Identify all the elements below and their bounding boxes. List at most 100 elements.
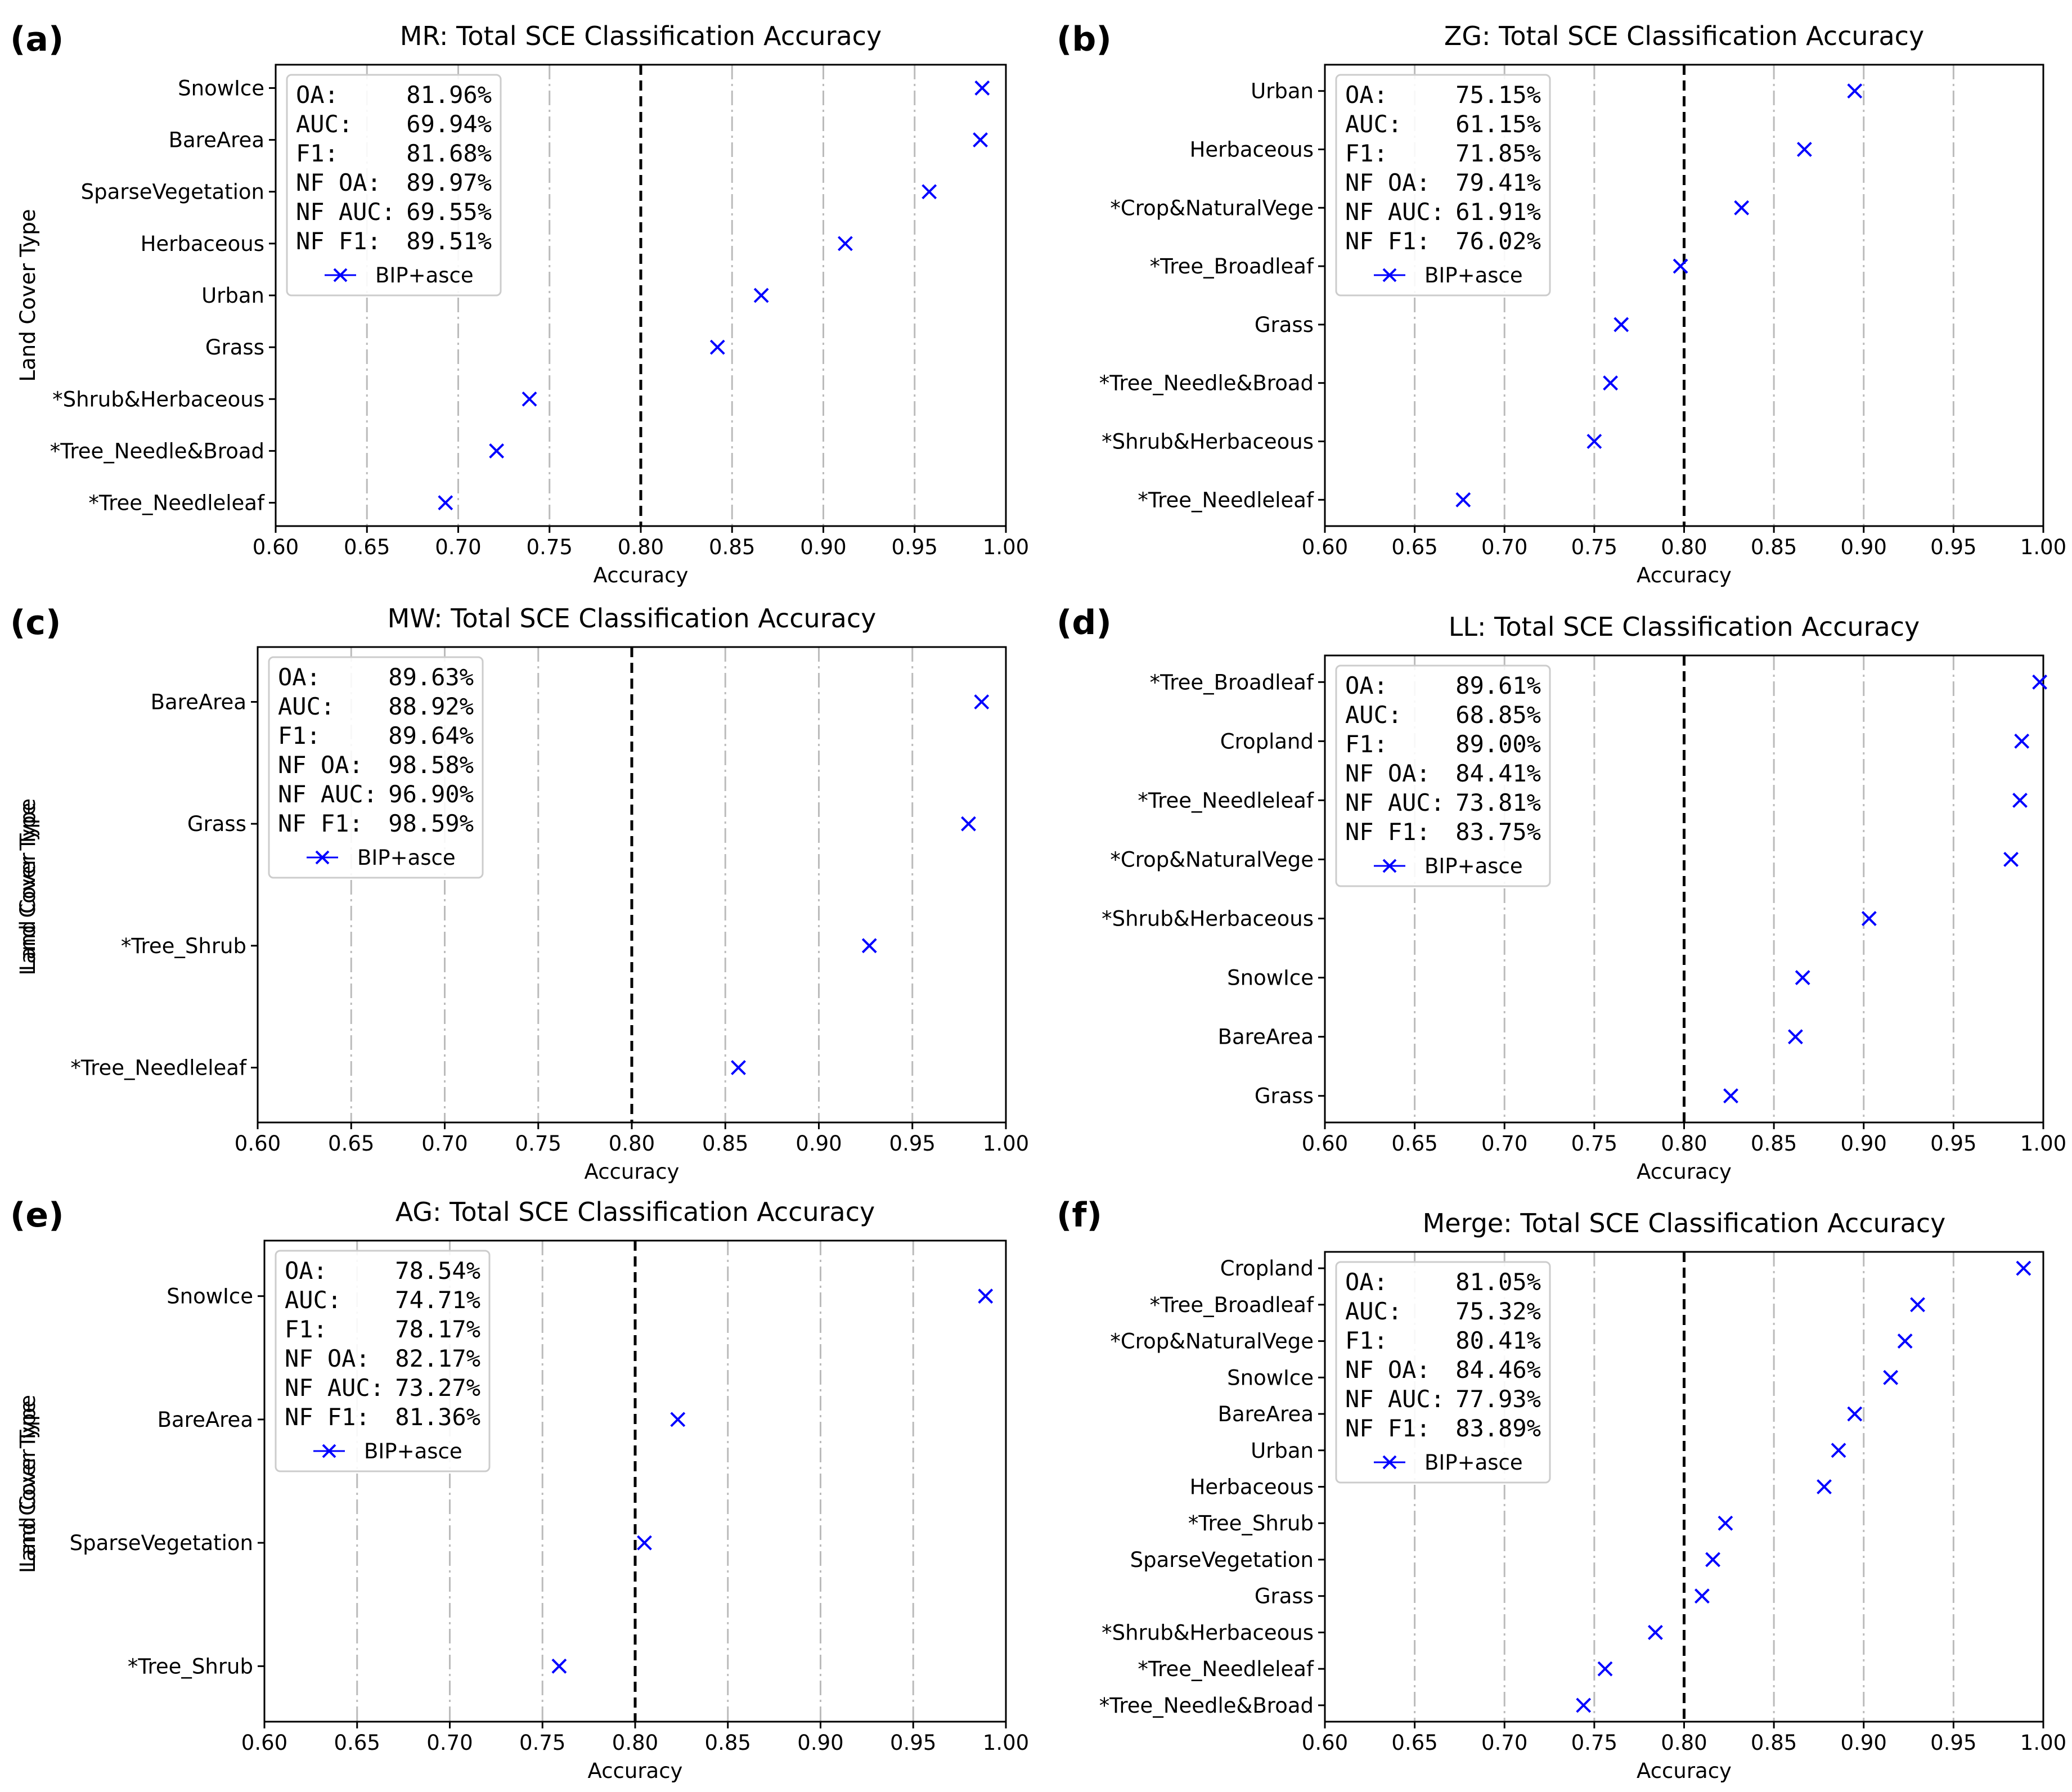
data-point-stroke xyxy=(838,236,853,251)
data-point xyxy=(1847,83,1863,99)
data-point-stroke xyxy=(1847,83,1863,99)
x-axis-label: Accuracy xyxy=(1637,563,1732,587)
y-axis-label: Land Cover Type xyxy=(16,798,40,971)
x-tick-label: 0.60 xyxy=(1302,535,1348,559)
stat-value: 74.71% xyxy=(395,1286,480,1314)
data-point xyxy=(1576,1697,1592,1713)
y-tick-label: *Shrub&Herbaceous xyxy=(52,387,264,411)
y-tick-label: *Crop&NaturalVege xyxy=(1110,1330,1314,1354)
data-point xyxy=(838,236,853,251)
chart-title: LL: Total SCE Classification Accuracy xyxy=(1449,612,1920,642)
data-point xyxy=(974,80,990,96)
data-point-stroke xyxy=(1695,1588,1710,1604)
data-point xyxy=(2016,1260,2031,1276)
data-point xyxy=(1897,1333,1913,1349)
data-point-stroke xyxy=(2014,733,2030,749)
panel-a: (a) MR: Total SCE Classification Accuracy… xyxy=(10,20,1029,587)
stat-value: 81.96% xyxy=(406,81,492,109)
x-tick-label: 0.80 xyxy=(1661,1131,1707,1156)
y-tick-label: Grass xyxy=(187,812,246,836)
y-tick-label: *Tree_Shrub xyxy=(1188,1511,1314,1535)
data-point xyxy=(922,184,937,200)
stat-value: 71.85% xyxy=(1455,140,1541,167)
y-tick-label: BareArea xyxy=(158,1408,253,1432)
x-tick-label: 0.75 xyxy=(515,1131,561,1156)
data-point xyxy=(670,1412,686,1427)
data-point xyxy=(753,288,769,303)
x-axis-label: Accuracy xyxy=(585,1160,680,1184)
x-tick-label: 0.60 xyxy=(253,535,299,559)
y-tick-label: BareArea xyxy=(1218,1025,1314,1049)
data-point-stroke xyxy=(961,816,976,832)
stat-value: 98.58% xyxy=(388,751,474,779)
data-point-stroke xyxy=(1796,142,1812,157)
legend-box xyxy=(268,656,484,879)
data-point-stroke xyxy=(1673,258,1688,274)
data-point-stroke xyxy=(753,288,769,303)
data-point-stroke xyxy=(1734,200,1750,215)
stat-key: NF F1: xyxy=(1345,818,1431,846)
data-point xyxy=(1788,1029,1803,1045)
x-tick-label: 0.75 xyxy=(1571,1131,1617,1156)
data-point xyxy=(974,694,990,709)
y-axis-label: Land Cover Type xyxy=(16,209,40,381)
x-tick-label: 0.60 xyxy=(241,1731,287,1755)
x-tick-label: 0.85 xyxy=(1751,1731,1797,1755)
x-tick-label: 1.00 xyxy=(2020,1131,2066,1156)
legend-marker xyxy=(1382,268,1397,282)
data-point-stroke xyxy=(1861,911,1877,926)
y-tick-label: *Tree_Needleleaf xyxy=(1138,788,1314,812)
stat-value: 89.97% xyxy=(406,169,492,196)
y-tick-label: Grass xyxy=(1255,1584,1314,1609)
data-point-stroke xyxy=(522,391,537,407)
data-point-stroke xyxy=(1883,1369,1899,1385)
panel-label: (d) xyxy=(1057,603,1112,643)
x-tick-label: 0.90 xyxy=(1841,1131,1887,1156)
stat-key: NF OA: xyxy=(1345,169,1431,196)
stat-value: 61.15% xyxy=(1455,110,1541,138)
data-point-stroke xyxy=(973,132,988,148)
y-tick-label: *Tree_Needle&Broad xyxy=(50,439,264,463)
legend-box xyxy=(1335,664,1551,887)
legend-label: BIP+asce xyxy=(1424,1450,1523,1475)
y-tick-label: Herbaceous xyxy=(1190,138,1314,162)
data-point-stroke xyxy=(489,443,505,459)
y-tick-label: Cropland xyxy=(1220,729,1314,753)
chart-title: AG: Total SCE Classification Accuracy xyxy=(395,1197,875,1227)
data-point xyxy=(438,495,453,510)
x-tick-label: 0.65 xyxy=(1391,535,1437,559)
chart-title: Merge: Total SCE Classification Accuracy xyxy=(1423,1208,1946,1238)
x-tick-label: 0.90 xyxy=(1841,535,1887,559)
x-tick-label: 0.80 xyxy=(618,535,664,559)
data-point xyxy=(637,1535,652,1551)
y-tick-label: *Tree_Needleleaf xyxy=(1138,1657,1314,1681)
x-tick-label: 0.80 xyxy=(1661,1731,1707,1755)
x-tick-label: 0.70 xyxy=(1481,535,1527,559)
stat-value: 76.02% xyxy=(1455,227,1541,255)
data-point-stroke xyxy=(1788,1029,1803,1045)
stat-key: NF OA: xyxy=(1345,1356,1431,1384)
x-tick-label: 0.85 xyxy=(1751,535,1797,559)
y-tick-label: *Tree_Needle&Broad xyxy=(1099,1694,1314,1718)
y-tick-label: Grass xyxy=(205,335,264,360)
panel-label: (f) xyxy=(1057,1196,1102,1235)
y-tick-label: Cropland xyxy=(1220,1256,1314,1281)
y-tick-label: BareArea xyxy=(151,690,246,715)
data-point-stroke xyxy=(1718,1515,1733,1531)
stat-value: 89.63% xyxy=(388,663,474,691)
x-tick-label: 0.70 xyxy=(1481,1731,1527,1755)
y-tick-label: SparseVegetation xyxy=(1130,1548,1314,1572)
x-tick-label: 0.60 xyxy=(1302,1731,1348,1755)
stat-key: F1: xyxy=(1345,730,1388,758)
x-tick-label: 0.90 xyxy=(795,1131,842,1156)
data-point-stroke xyxy=(2003,852,2019,867)
stat-key: NF AUC: xyxy=(1345,198,1445,226)
stat-key: NF AUC: xyxy=(278,780,377,808)
data-point-stroke xyxy=(2012,792,2028,808)
data-point xyxy=(522,391,537,407)
x-tick-label: 0.65 xyxy=(328,1131,374,1156)
x-tick-label: 0.75 xyxy=(1571,1731,1617,1755)
panel-c: (c) MW: Total SCE Classification Accuracy… xyxy=(10,603,1029,1184)
legend-marker xyxy=(322,1444,336,1458)
data-point xyxy=(1603,375,1619,391)
